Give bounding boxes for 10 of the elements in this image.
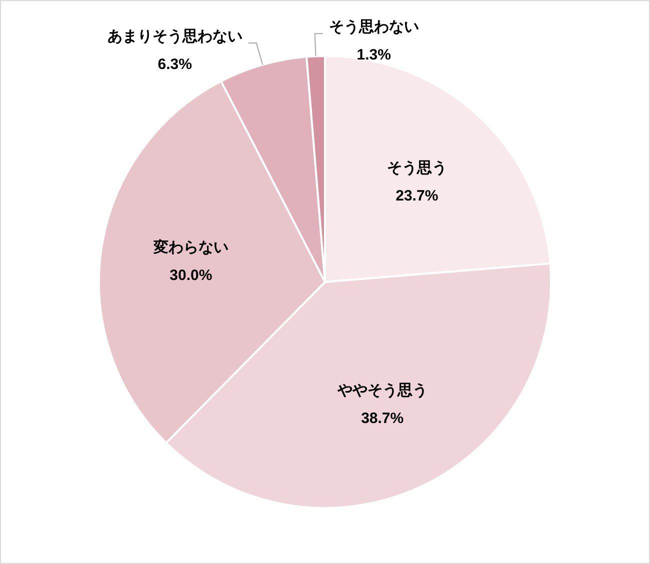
data-label: 23.7% — [396, 187, 438, 204]
data-label: 1.3% — [356, 46, 391, 64]
data-label: 6.3% — [158, 56, 192, 74]
data-label: 38.7% — [361, 410, 404, 428]
slice-label: 変わらない — [152, 238, 228, 256]
slice-label: そう思わない — [328, 18, 419, 36]
slice-label: あまりそう思わない — [107, 28, 242, 46]
data-label: 30.0% — [170, 266, 212, 284]
slice-label: そう思う — [386, 159, 447, 176]
slice-label: ややそう思う — [336, 382, 428, 400]
